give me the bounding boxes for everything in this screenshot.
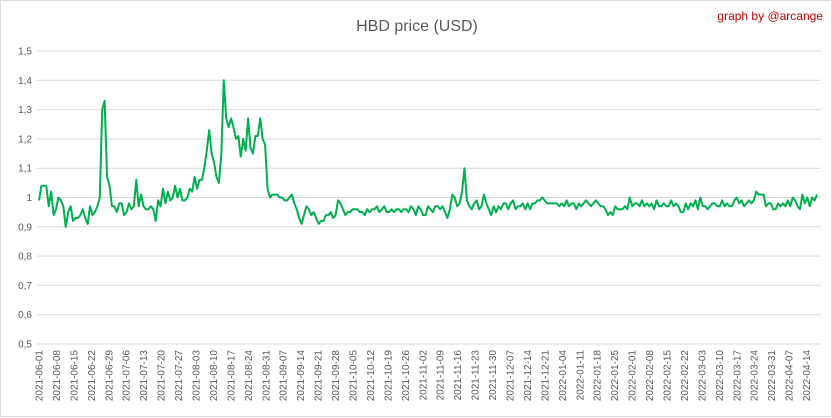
x-tick-label: 2021-07-06 xyxy=(122,350,133,402)
y-tick-label: 0,8 xyxy=(18,252,32,263)
x-tick-label: 2021-06-22 xyxy=(87,350,98,402)
x-tick-label: 2021-07-20 xyxy=(157,350,168,402)
x-tick-label: 2021-07-13 xyxy=(139,350,150,402)
x-tick-label: 2021-11-16 xyxy=(453,350,464,401)
x-tick-label: 2021-09-28 xyxy=(331,350,342,402)
y-tick-label: 0,5 xyxy=(18,340,32,351)
x-tick-label: 2021-08-31 xyxy=(261,350,272,402)
x-tick-label: 2022-01-04 xyxy=(558,350,569,402)
y-tick-label: 0,9 xyxy=(18,222,32,233)
series-line xyxy=(38,79,818,228)
x-tick-label: 2022-03-24 xyxy=(750,350,761,402)
grid xyxy=(37,50,821,345)
y-tick-label: 0,6 xyxy=(18,310,32,321)
x-tick-label: 2022-02-01 xyxy=(628,350,639,402)
y-tick-label: 1,5 xyxy=(18,47,32,58)
x-tick-label: 2022-03-31 xyxy=(767,350,778,402)
x-tick-label: 2021-08-03 xyxy=(191,350,202,402)
y-axis: 0,5 0,6 0,7 0,8 0,9 1 1,1 1,2 1,3 1,4 1,5 xyxy=(18,47,32,351)
x-tick-label: 2022-02-22 xyxy=(680,350,691,402)
x-tick-label: 2022-02-08 xyxy=(645,350,656,402)
y-tick-label: 1,3 xyxy=(18,105,32,116)
x-tick-label: 2021-12-07 xyxy=(505,350,516,402)
x-tick-label: 2022-02-15 xyxy=(662,350,673,402)
x-tick-label: 2022-01-11 xyxy=(575,350,586,401)
x-tick-label: 2022-04-07 xyxy=(785,350,796,402)
x-tick-label: 2021-10-12 xyxy=(366,350,377,402)
x-tick-label: 2021-11-30 xyxy=(488,350,499,401)
x-tick-label: 2022-04-14 xyxy=(802,350,813,402)
x-tick-label: 2021-09-21 xyxy=(314,350,325,402)
x-tick-label: 2022-01-25 xyxy=(610,350,621,402)
x-tick-label: 2021-12-21 xyxy=(540,350,551,402)
x-tick-label: 2021-11-09 xyxy=(436,350,447,401)
x-tick-label: 2022-01-18 xyxy=(593,350,604,402)
x-tick-label: 2021-06-08 xyxy=(52,350,63,402)
x-axis: 2021-06-01 2021-06-08 2021-06-15 2021-06-22… xyxy=(35,350,814,402)
x-tick-label: 2021-11-23 xyxy=(471,350,482,401)
chart-title: HBD price (USD) xyxy=(356,18,478,35)
x-tick-label: 2021-08-24 xyxy=(244,350,255,402)
y-tick-label: 1,2 xyxy=(18,134,32,145)
y-tick-label: 0,7 xyxy=(18,281,32,292)
x-tick-label: 2021-09-07 xyxy=(279,350,290,402)
x-tick-label: 2021-06-29 xyxy=(104,350,115,402)
x-tick-label: 2021-11-02 xyxy=(418,350,429,401)
x-tick-label: 2021-06-01 xyxy=(35,350,46,402)
x-tick-label: 2021-12-14 xyxy=(523,350,534,402)
x-tick-label: 2021-08-17 xyxy=(226,350,237,402)
x-tick-label: 2022-03-03 xyxy=(697,350,708,402)
credit-label: graph by @arcange xyxy=(717,9,823,23)
x-tick-label: 2021-06-15 xyxy=(69,350,80,402)
x-tick-label: 2021-07-27 xyxy=(174,350,185,402)
y-tick-label: 1 xyxy=(26,193,32,204)
x-tick-label: 2021-10-05 xyxy=(348,350,359,402)
x-tick-label: 2022-03-17 xyxy=(732,350,743,402)
y-tick-label: 1,1 xyxy=(18,164,32,175)
x-tick-label: 2021-10-26 xyxy=(401,350,412,402)
y-tick-label: 1,4 xyxy=(18,76,32,87)
x-tick-label: 2022-03-10 xyxy=(715,350,726,402)
series-layer xyxy=(38,79,818,228)
x-tick-label: 2021-09-14 xyxy=(296,350,307,402)
x-tick-label: 2021-08-10 xyxy=(209,350,220,402)
x-tick-label: 2021-10-19 xyxy=(383,350,394,402)
